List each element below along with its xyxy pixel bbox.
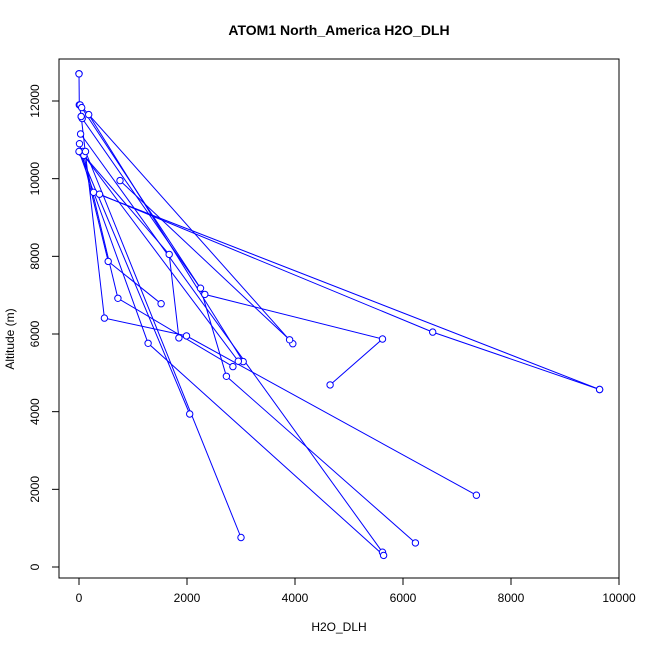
series-line	[80, 116, 477, 496]
data-point	[75, 147, 83, 156]
x-tick-label: 0	[76, 591, 83, 605]
y-axis-label: Altitude (m)	[3, 308, 17, 369]
data-point	[175, 334, 183, 342]
x-tick-label: 10000	[602, 591, 636, 605]
data-point	[411, 539, 420, 547]
data-point	[429, 328, 437, 336]
data-point	[186, 410, 194, 418]
y-tick-label: 10000	[28, 162, 42, 196]
x-axis: 0 2000 4000 6000 8000 10000	[76, 577, 636, 605]
y-tick-label: 8000	[28, 243, 42, 270]
data-point	[75, 70, 83, 78]
data-point	[196, 284, 205, 292]
series-line	[119, 180, 290, 341]
data-point	[326, 381, 334, 389]
chart-title: ATOM1 North_America H2O_DLH	[228, 22, 449, 38]
data-point	[165, 250, 173, 259]
data-point	[78, 103, 86, 112]
data-point	[116, 176, 124, 185]
y-tick-label: 12000	[28, 84, 42, 118]
data-point	[378, 335, 387, 343]
series-line	[93, 191, 600, 390]
series-line	[83, 155, 239, 362]
x-tick-label: 4000	[282, 591, 309, 605]
data-point	[182, 332, 191, 340]
data-point	[234, 357, 243, 365]
data-point	[157, 300, 165, 308]
y-axis: 0 2000 4000 6000 8000 10000 12000	[28, 84, 60, 570]
data-point	[95, 190, 104, 198]
y-tick-label: 4000	[28, 398, 42, 425]
y-tick-label: 6000	[28, 320, 42, 347]
data-point	[76, 130, 85, 138]
x-tick-label: 6000	[390, 591, 417, 605]
data-point	[81, 147, 90, 156]
data-point	[144, 339, 152, 347]
data-point	[104, 257, 112, 266]
data-point	[100, 314, 109, 322]
series-layer	[75, 70, 604, 560]
data-point	[237, 533, 245, 542]
data-point	[229, 362, 237, 371]
data-point	[114, 294, 122, 302]
y-tick-label: 0	[28, 563, 42, 570]
data-point	[75, 140, 84, 148]
data-point	[85, 110, 93, 119]
data-point	[595, 385, 604, 394]
series-line	[85, 151, 242, 538]
data-point	[285, 336, 294, 344]
y-tick-label: 2000	[28, 476, 42, 503]
x-axis-label: H2O_DLH	[311, 620, 366, 634]
data-point	[222, 372, 231, 380]
data-point	[379, 551, 388, 560]
data-point	[472, 491, 481, 499]
series-line	[88, 114, 244, 362]
series-line	[79, 104, 294, 345]
data-point	[201, 290, 209, 299]
x-tick-label: 2000	[174, 591, 201, 605]
x-tick-label: 8000	[498, 591, 525, 605]
data-point	[77, 112, 85, 121]
